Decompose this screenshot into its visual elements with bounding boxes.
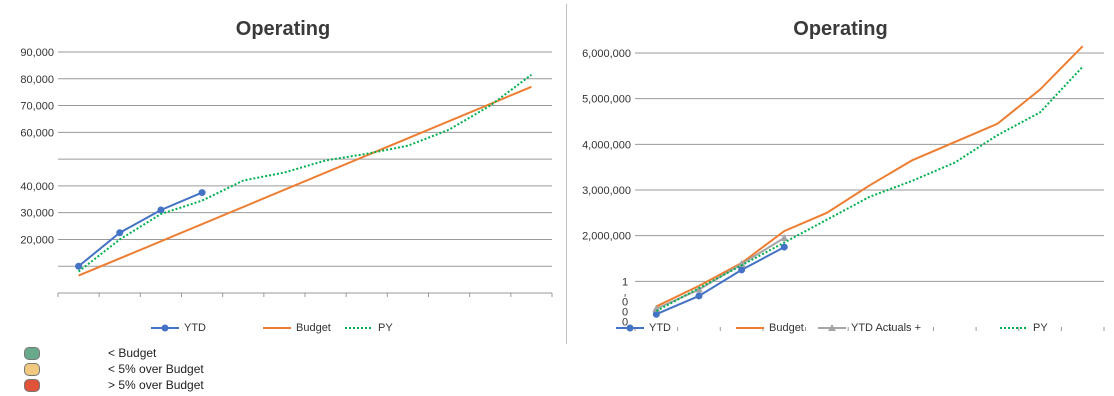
y-tick-label: 90,000 — [20, 47, 54, 59]
data-point — [738, 266, 746, 274]
legend-swatch-icon — [818, 324, 846, 331]
y-tick-label: 20,000 — [20, 234, 54, 246]
data-point — [695, 292, 703, 300]
status-row-over-budget: > 5% over Budget — [24, 378, 324, 392]
y-tick-label: 5,000,000 — [582, 94, 631, 106]
chart-left-plot: 90,000 80,000 70,000 60,000 40,000 30,000 20,0… — [20, 47, 553, 297]
data-point — [75, 262, 83, 270]
legend-swatch-icon — [736, 327, 764, 329]
status-label: < 5% over Budget — [108, 362, 204, 376]
status-dot-green-icon — [24, 347, 40, 360]
y-tick-label: 40,000 — [20, 181, 54, 193]
status-row-slightly-over: < 5% over Budget — [24, 362, 324, 376]
legend-item: YTD — [615, 322, 671, 334]
legend-item: Budget — [735, 322, 804, 334]
chart-right-title: Operating — [793, 18, 888, 40]
status-dot-red-icon — [24, 379, 40, 392]
legend-item: PY — [344, 322, 393, 334]
y-tick-label: 3,000,000 — [582, 185, 631, 197]
status-row-under-budget: < Budget — [24, 346, 324, 360]
y-tick-label: 80,000 — [20, 74, 54, 86]
y-tick-label: 2,000,000 — [582, 231, 631, 243]
legend-item: Budget — [262, 322, 331, 334]
legend-item: YTD Actuals + — [817, 322, 921, 334]
series-line-py — [655, 66, 1084, 312]
legend-label: PY — [1033, 322, 1048, 334]
legend-swatch-icon — [263, 327, 291, 329]
legend-label: YTD — [184, 322, 206, 334]
series-line-budget — [78, 85, 532, 277]
legend-swatch-icon — [345, 327, 373, 329]
legend-label: YTD — [649, 322, 671, 334]
legend-label: Budget — [769, 322, 804, 334]
legend-swatch-icon — [1000, 327, 1028, 329]
data-point — [652, 304, 661, 312]
data-point — [157, 206, 165, 214]
data-point — [737, 259, 746, 267]
chart-right: 6,000,000 5,000,000 4,000,000 3,000,000 2,00… — [567, 4, 1114, 344]
series-line-ytd — [655, 246, 785, 316]
status-label: > 5% over Budget — [108, 378, 204, 392]
y-tick-label: 60,000 — [20, 127, 54, 139]
data-point — [652, 310, 660, 318]
chart-left-title: Operating — [235, 18, 331, 40]
series-line-ytd — [77, 191, 203, 267]
data-point — [198, 189, 206, 197]
data-point — [116, 229, 124, 237]
legend-item: PY — [999, 322, 1048, 334]
y-tick-label: 70,000 — [20, 101, 54, 113]
legend-item: YTD — [150, 322, 206, 334]
chart-right-plot: 6,000,000 5,000,000 4,000,000 3,000,000 2,00… — [582, 45, 1105, 331]
legend-label: Budget — [296, 322, 331, 334]
series-line-budget — [655, 45, 1084, 308]
legend-label: YTD Actuals + — [851, 322, 922, 334]
status-dot-yellow-icon — [24, 363, 40, 376]
legend-swatch-icon — [616, 324, 644, 332]
series-line-py — [77, 73, 533, 273]
legend-label: PY — [378, 322, 393, 334]
y-tick-label: 4,000,000 — [582, 139, 631, 151]
data-point — [694, 285, 703, 293]
data-point — [780, 233, 789, 241]
y-tick-label: 30,000 — [20, 208, 54, 220]
status-label: < Budget — [108, 346, 157, 360]
chart-left: 90,000 80,000 70,000 60,000 40,000 30,000 20,0… — [0, 4, 567, 344]
legend-swatch-icon — [151, 324, 179, 332]
y-tick-label: 6,000,000 — [582, 48, 631, 60]
data-point — [780, 243, 788, 251]
